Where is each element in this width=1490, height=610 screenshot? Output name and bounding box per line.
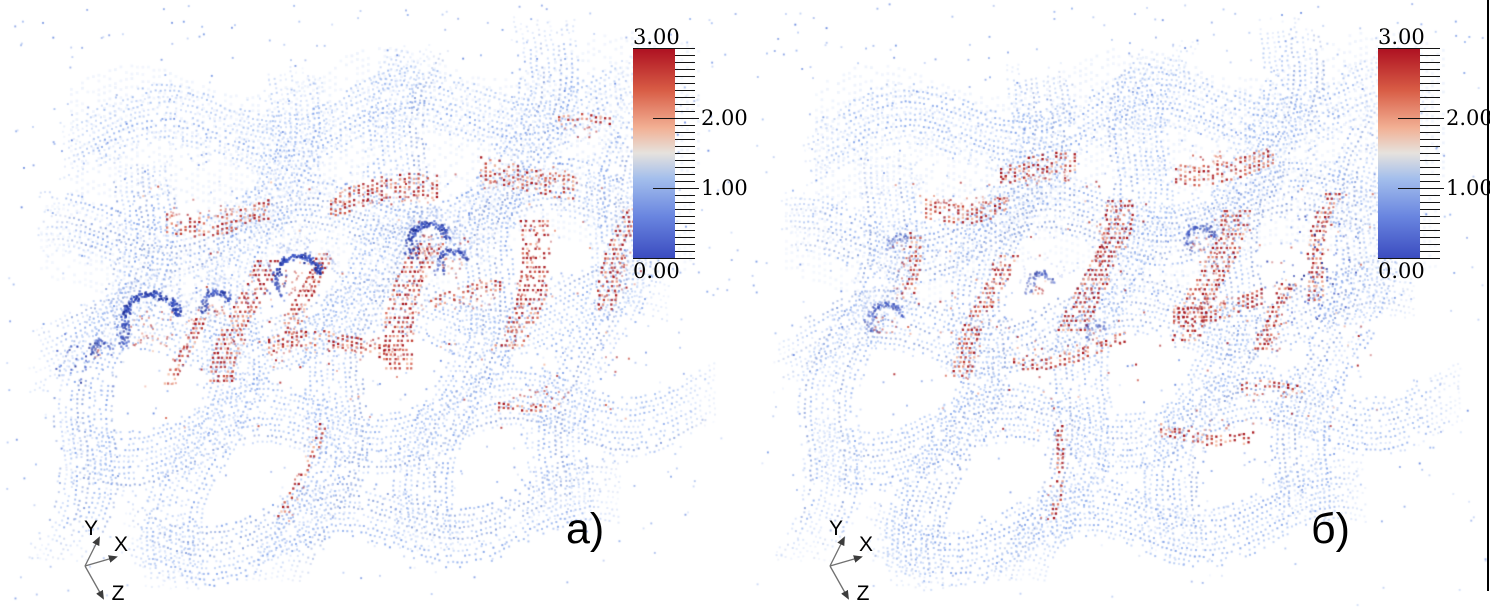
colorbar-minor-tick: [1420, 208, 1440, 210]
colorbar-a: 3.00 2.00 1.00 0.00: [631, 25, 748, 289]
colorbar-minor-tick: [675, 103, 695, 105]
colorbar-max-label: 3.00: [1378, 25, 1425, 49]
panel-a-pointcloud-canvas: [0, 0, 745, 610]
z-axis-arrow: [829, 565, 849, 600]
figure-right-border: [1487, 0, 1489, 591]
colorbar-minor-tick: [1420, 54, 1440, 56]
colorbar-minor-tick: [675, 75, 695, 77]
colorbar-minor-tick: [1420, 96, 1440, 98]
x-axis-arrow: [84, 555, 118, 567]
colorbar-minor-tick: [675, 89, 695, 91]
colorbar-minor-tick: [1420, 82, 1440, 84]
colorbar-gradient: [1378, 48, 1420, 258]
colorbar-minor-tick: [1420, 173, 1440, 175]
orientation-axes-widget: Y X Z: [829, 517, 873, 605]
y-axis-label: Y: [829, 517, 843, 540]
colorbar-minor-tick: [675, 250, 695, 252]
colorbar-max-label: 3.00: [633, 25, 680, 49]
colorbar-major-tick: [653, 187, 699, 189]
colorbar-major-tick: [633, 47, 695, 49]
colorbar-minor-tick: [1420, 201, 1440, 203]
colorbar-major-tick: [1378, 257, 1440, 259]
colorbar-ticks: [633, 47, 729, 259]
panel-label-a: а): [566, 505, 605, 553]
colorbar-minor-tick: [1420, 131, 1440, 133]
colorbar-min-label: 0.00: [1378, 259, 1425, 283]
colorbar-minor-tick: [675, 243, 695, 245]
colorbar-minor-tick: [1420, 68, 1440, 70]
colorbar-b: 3.00 2.00 1.00 0.00: [1376, 25, 1490, 289]
colorbar-minor-tick: [675, 180, 695, 182]
colorbar-major-tick: [653, 117, 699, 119]
colorbar-minor-tick: [1420, 229, 1440, 231]
colorbar-major-tick: [1398, 117, 1444, 119]
colorbar-major-tick: [1378, 47, 1440, 49]
colorbar-minor-tick: [675, 145, 695, 147]
colorbar-minor-tick: [675, 96, 695, 98]
colorbar-minor-tick: [675, 82, 695, 84]
panel-a: 3.00 2.00 1.00 0.00 Y X Z а): [0, 0, 748, 610]
colorbar-minor-tick: [675, 110, 695, 112]
colorbar-minor-tick: [1420, 152, 1440, 154]
z-axis-arrow: [84, 565, 104, 600]
colorbar-minor-tick: [675, 215, 695, 217]
panel-b-pointcloud-canvas: [745, 0, 1490, 610]
colorbar-minor-tick: [675, 173, 695, 175]
x-axis-label: X: [114, 533, 128, 556]
x-axis-arrow: [829, 555, 863, 567]
z-axis-label: Z: [857, 582, 870, 605]
colorbar-minor-tick: [1420, 222, 1440, 224]
colorbar-minor-tick: [675, 138, 695, 140]
colorbar-major-tick: [1398, 187, 1444, 189]
panel-label-b: б): [1311, 505, 1350, 553]
colorbar-label-2: 2.00: [701, 106, 748, 130]
colorbar-minor-tick: [675, 124, 695, 126]
colorbar-minor-tick: [1420, 236, 1440, 238]
colorbar-minor-tick: [1420, 61, 1440, 63]
colorbar-minor-tick: [1420, 194, 1440, 196]
colorbar-minor-tick: [1420, 243, 1440, 245]
colorbar-minor-tick: [675, 61, 695, 63]
colorbar-minor-tick: [675, 68, 695, 70]
colorbar-minor-tick: [1420, 159, 1440, 161]
orientation-axes-widget: Y X Z: [84, 517, 128, 605]
colorbar-minor-tick: [675, 166, 695, 168]
panel-b: 3.00 2.00 1.00 0.00 Y X Z б): [745, 0, 1490, 610]
colorbar-minor-tick: [1420, 145, 1440, 147]
colorbar-minor-tick: [675, 201, 695, 203]
colorbar-gradient: [633, 48, 675, 258]
colorbar-minor-tick: [675, 152, 695, 154]
colorbar-major-tick: [633, 257, 695, 259]
z-axis-label: Z: [112, 582, 125, 605]
colorbar-ticks: [1378, 47, 1474, 259]
colorbar-minor-tick: [1420, 138, 1440, 140]
colorbar-minor-tick: [675, 208, 695, 210]
colorbar-minor-tick: [675, 131, 695, 133]
colorbar-minor-tick: [1420, 180, 1440, 182]
colorbar-label-1: 1.00: [701, 176, 748, 200]
y-axis-label: Y: [84, 517, 98, 540]
colorbar-minor-tick: [675, 229, 695, 231]
colorbar-minor-tick: [1420, 124, 1440, 126]
colorbar-minor-tick: [1420, 103, 1440, 105]
colorbar-minor-tick: [1420, 110, 1440, 112]
colorbar-minor-tick: [675, 194, 695, 196]
colorbar-minor-tick: [1420, 166, 1440, 168]
x-axis-label: X: [859, 533, 873, 556]
y-axis-arrow: [84, 536, 100, 567]
colorbar-min-label: 0.00: [633, 259, 680, 283]
y-axis-arrow: [829, 536, 845, 567]
colorbar-minor-tick: [675, 54, 695, 56]
colorbar-minor-tick: [675, 222, 695, 224]
colorbar-minor-tick: [1420, 75, 1440, 77]
colorbar-minor-tick: [1420, 250, 1440, 252]
colorbar-label-1: 1.00: [1446, 176, 1490, 200]
colorbar-minor-tick: [1420, 215, 1440, 217]
colorbar-label-2: 2.00: [1446, 106, 1490, 130]
colorbar-minor-tick: [675, 236, 695, 238]
colorbar-minor-tick: [1420, 89, 1440, 91]
colorbar-minor-tick: [675, 159, 695, 161]
